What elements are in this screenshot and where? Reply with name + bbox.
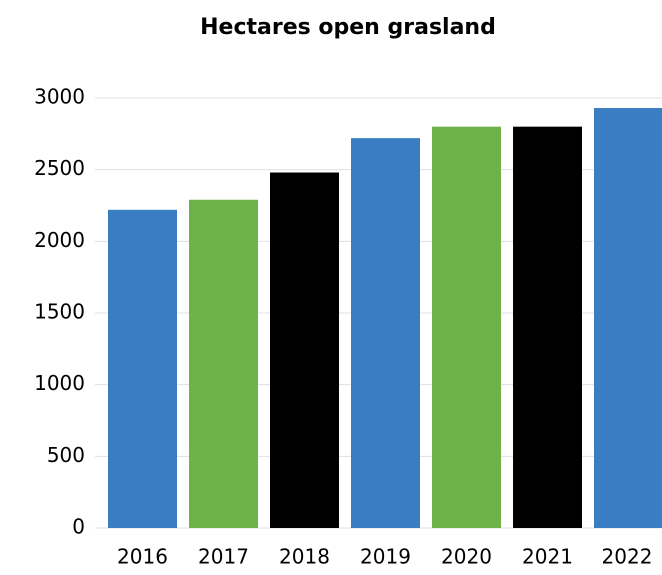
x-tick-label: 2021 xyxy=(522,545,573,569)
bar xyxy=(513,126,582,529)
y-tick-label: 1000 xyxy=(34,371,85,395)
chart-title: Hectares open grasland xyxy=(200,15,496,40)
x-tick-label: 2020 xyxy=(441,545,492,569)
bar xyxy=(351,138,420,528)
y-tick-label: 0 xyxy=(72,515,85,539)
bar xyxy=(432,126,501,529)
y-tick-label: 2000 xyxy=(34,228,85,252)
x-tick-label: 2016 xyxy=(117,545,168,569)
bar xyxy=(594,108,662,529)
bar xyxy=(189,199,258,528)
x-tick-label: 2018 xyxy=(279,545,330,569)
x-tick-label: 2019 xyxy=(360,545,411,569)
y-tick-label: 1500 xyxy=(34,300,85,324)
bar xyxy=(270,172,339,529)
y-tick-label: 500 xyxy=(47,443,85,467)
y-tick-label: 2500 xyxy=(34,156,85,180)
bar xyxy=(108,209,177,529)
y-tick-label: 3000 xyxy=(34,85,85,109)
x-tick-label: 2022 xyxy=(602,545,653,569)
x-tick-label: 2017 xyxy=(198,545,249,569)
